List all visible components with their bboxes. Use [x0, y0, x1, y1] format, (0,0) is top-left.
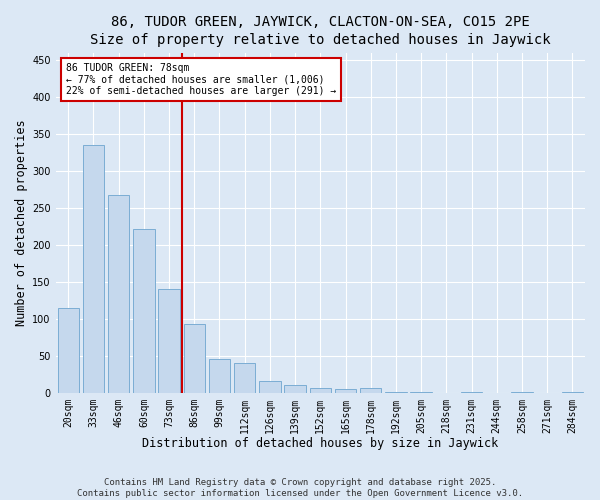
- Bar: [284, 386, 306, 392]
- Bar: [209, 358, 230, 392]
- X-axis label: Distribution of detached houses by size in Jaywick: Distribution of detached houses by size …: [142, 437, 499, 450]
- Y-axis label: Number of detached properties: Number of detached properties: [15, 120, 28, 326]
- Bar: [133, 228, 155, 392]
- Bar: [83, 145, 104, 392]
- Bar: [335, 389, 356, 392]
- Bar: [234, 363, 256, 392]
- Bar: [360, 388, 382, 392]
- Bar: [108, 194, 130, 392]
- Title: 86, TUDOR GREEN, JAYWICK, CLACTON-ON-SEA, CO15 2PE
Size of property relative to : 86, TUDOR GREEN, JAYWICK, CLACTON-ON-SEA…: [90, 15, 551, 48]
- Bar: [310, 388, 331, 392]
- Bar: [184, 324, 205, 392]
- Text: 86 TUDOR GREEN: 78sqm
← 77% of detached houses are smaller (1,006)
22% of semi-d: 86 TUDOR GREEN: 78sqm ← 77% of detached …: [66, 63, 337, 96]
- Bar: [58, 308, 79, 392]
- Bar: [158, 289, 180, 393]
- Bar: [259, 381, 281, 392]
- Text: Contains HM Land Registry data © Crown copyright and database right 2025.
Contai: Contains HM Land Registry data © Crown c…: [77, 478, 523, 498]
